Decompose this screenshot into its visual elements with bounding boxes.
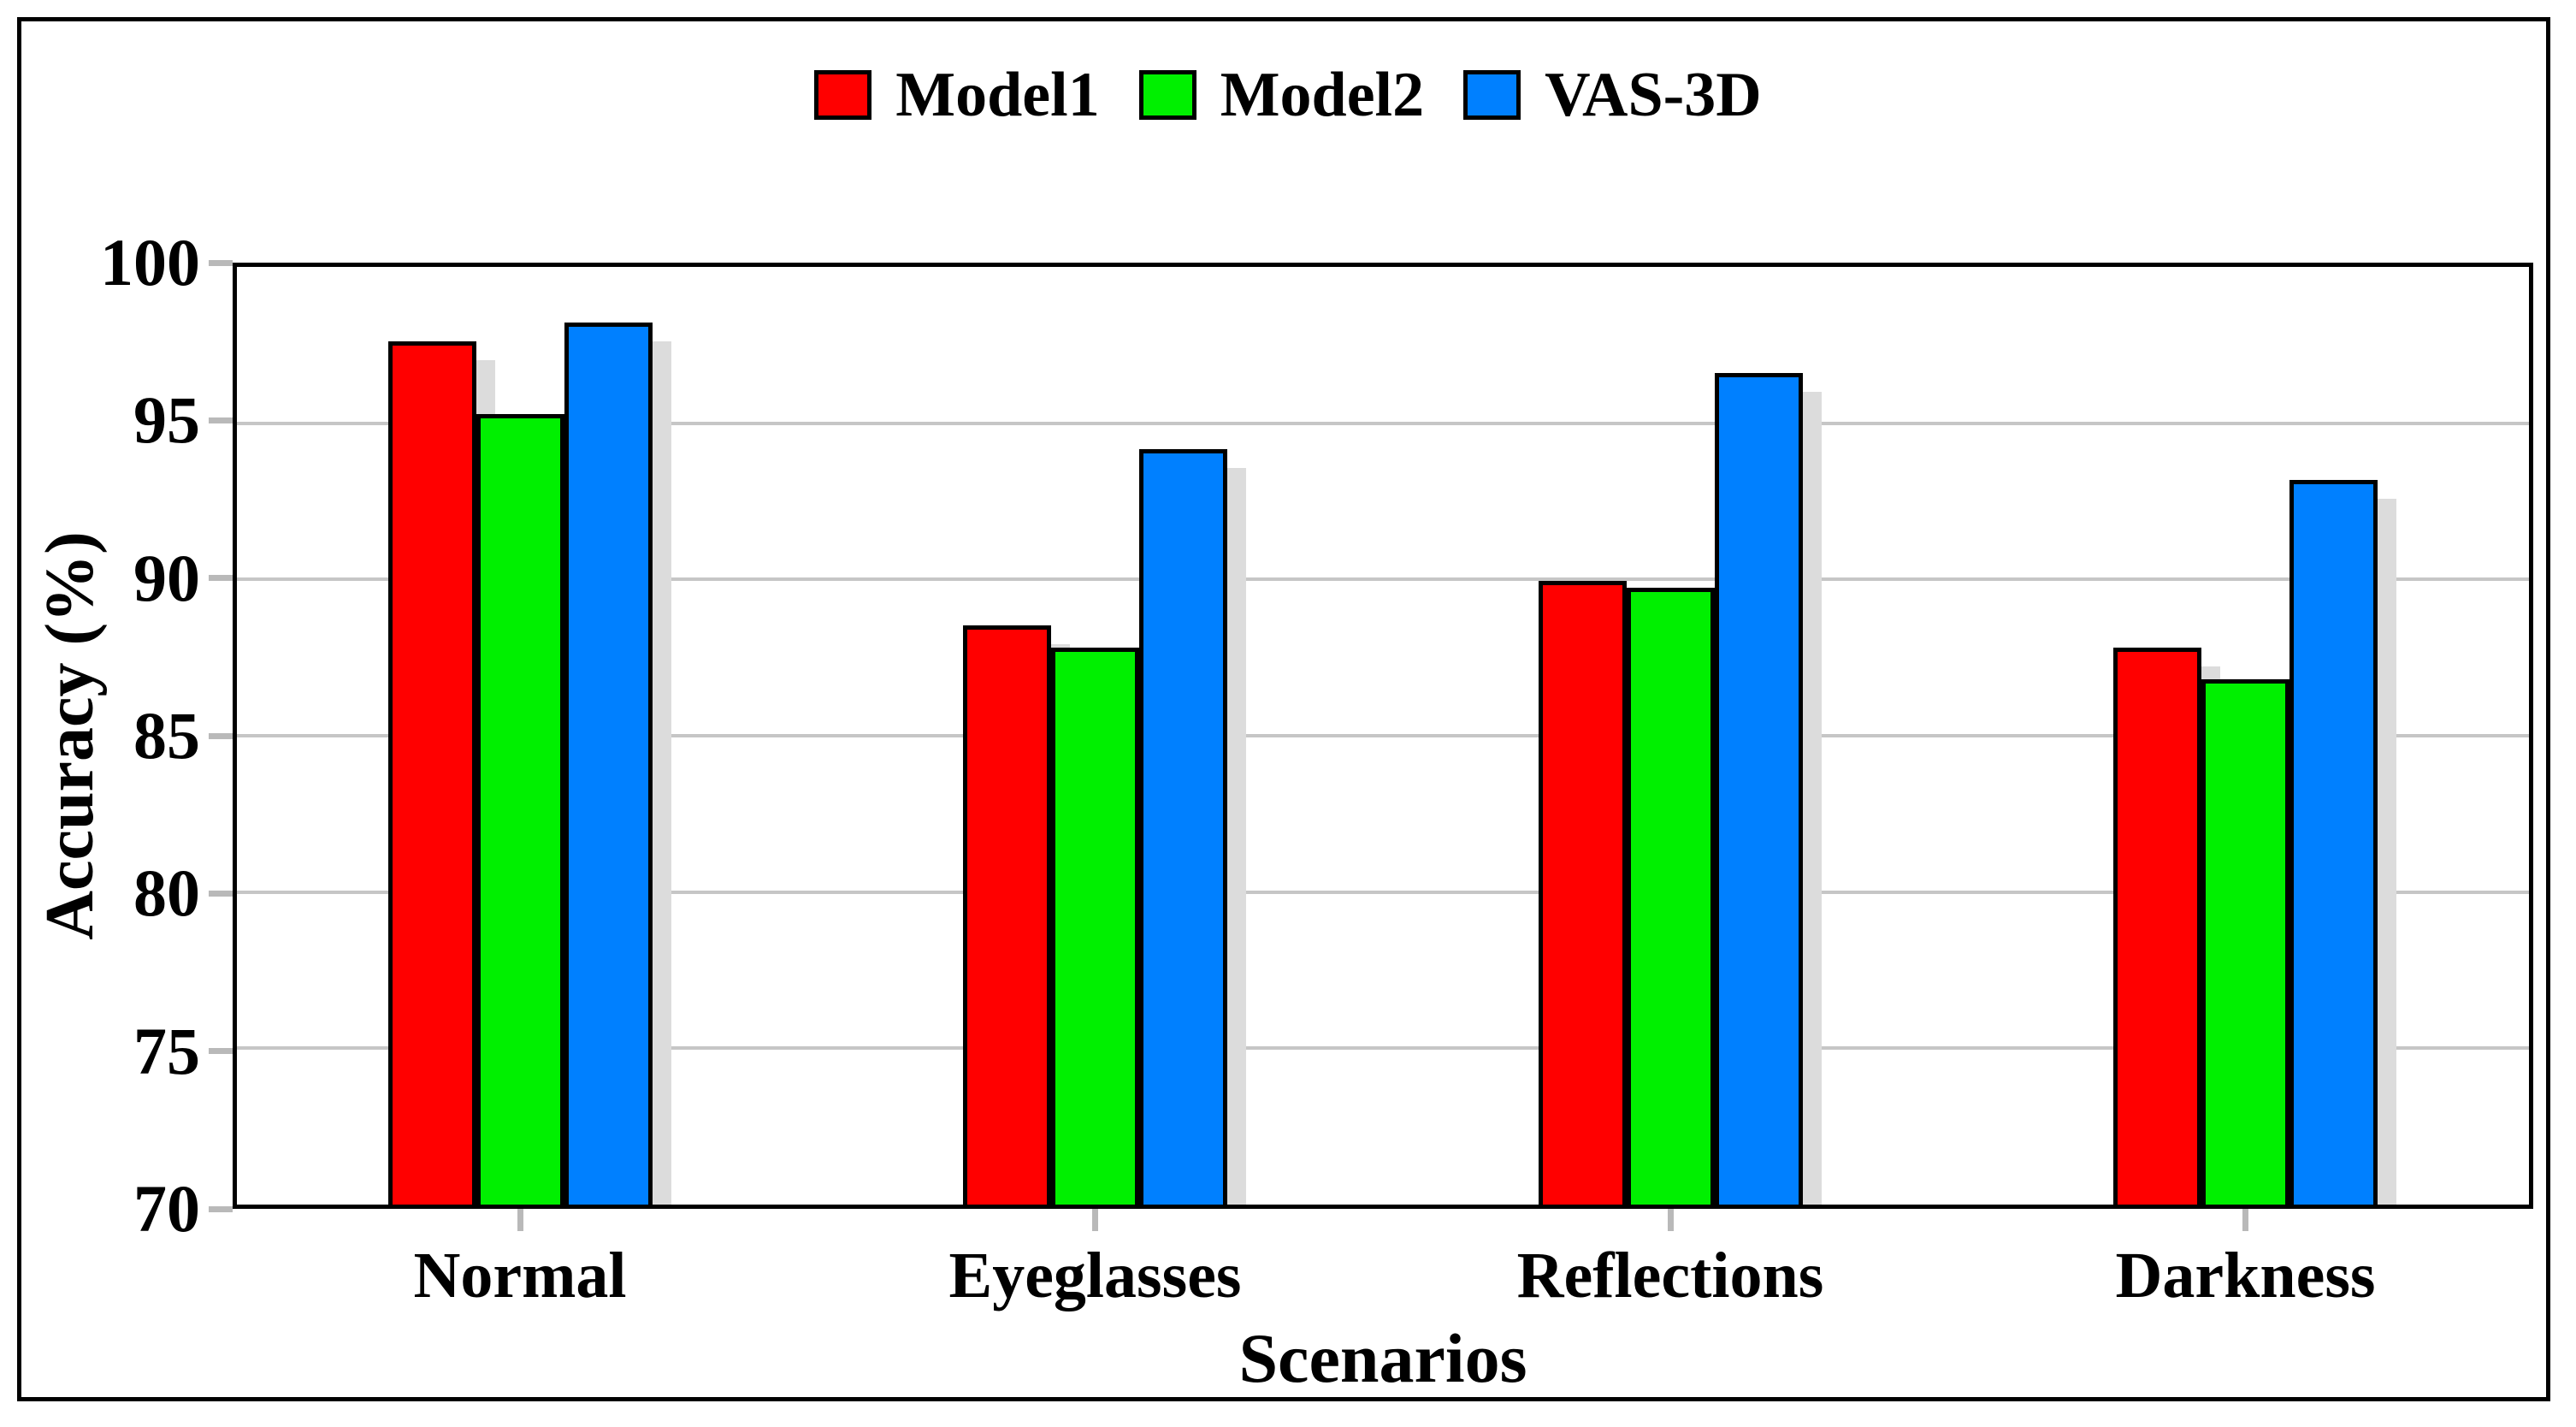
bar-vas-3d-darkness <box>2289 480 2378 1205</box>
bar-vas-3d-normal <box>564 323 653 1205</box>
gridline-y-85 <box>237 734 2529 737</box>
legend-label: VAS-3D <box>1545 60 1762 130</box>
figure-border <box>17 17 2550 1401</box>
gridline-y-75 <box>237 1046 2529 1051</box>
y-tick-label-95: 95 <box>133 382 200 458</box>
bar-model2-eyeglasses <box>1051 648 1140 1205</box>
legend-entry: VAS-3D <box>1463 58 1762 132</box>
bar-vas-3d-reflections <box>1714 373 1803 1205</box>
legend-entry: Model1 <box>814 58 1100 132</box>
legend: Model1 Model2 VAS-3D <box>0 58 2576 132</box>
x-axis-title: Scenarios <box>1238 1319 1527 1397</box>
y-tick-label-100: 100 <box>100 225 200 299</box>
bar-model1-reflections <box>1538 581 1627 1205</box>
legend-label: Model1 <box>895 60 1100 130</box>
legend-entry: Model2 <box>1138 58 1425 132</box>
y-tick-75 <box>209 1048 233 1055</box>
legend-label: Model2 <box>1220 60 1425 130</box>
x-tick-eyeglasses <box>1092 1209 1099 1231</box>
y-tick-label-80: 80 <box>133 856 200 931</box>
x-category-label-darkness: Darkness <box>2115 1240 2376 1312</box>
bar-model1-normal <box>387 341 476 1205</box>
x-category-label-eyeglasses: Eyeglasses <box>948 1240 1242 1312</box>
y-tick-70 <box>209 1205 233 1212</box>
y-tick-85 <box>209 732 233 739</box>
y-tick-95 <box>209 417 233 423</box>
gridline-y-90 <box>237 577 2529 582</box>
bar-model2-reflections <box>1626 588 1715 1205</box>
bar-model1-eyeglasses <box>963 625 1052 1205</box>
legend-swatch-model2 <box>1138 70 1196 120</box>
bar-vas-3d-eyeglasses <box>1139 449 1228 1205</box>
y-tick-90 <box>209 575 233 582</box>
legend-swatch-model1 <box>814 70 872 120</box>
bar-model2-normal <box>476 414 564 1205</box>
x-tick-reflections <box>1667 1209 1674 1231</box>
y-tick-label-90: 90 <box>133 540 200 615</box>
bar-model1-darkness <box>2113 648 2202 1205</box>
x-category-label-normal: Normal <box>413 1240 627 1312</box>
legend-swatch-vas-3d <box>1463 70 1521 120</box>
y-tick-label-85: 85 <box>133 698 200 773</box>
y-tick-100 <box>209 259 233 266</box>
x-tick-normal <box>517 1209 523 1231</box>
plot-area <box>233 263 2533 1209</box>
y-tick-label-75: 75 <box>133 1013 200 1088</box>
y-tick-label-70: 70 <box>133 1171 200 1246</box>
gridline-y-95 <box>237 421 2529 425</box>
y-tick-80 <box>209 890 233 897</box>
x-category-label-reflections: Reflections <box>1516 1240 1824 1312</box>
gridline-y-80 <box>237 890 2529 894</box>
x-tick-darkness <box>2242 1209 2249 1231</box>
bar-model2-darkness <box>2201 679 2290 1205</box>
